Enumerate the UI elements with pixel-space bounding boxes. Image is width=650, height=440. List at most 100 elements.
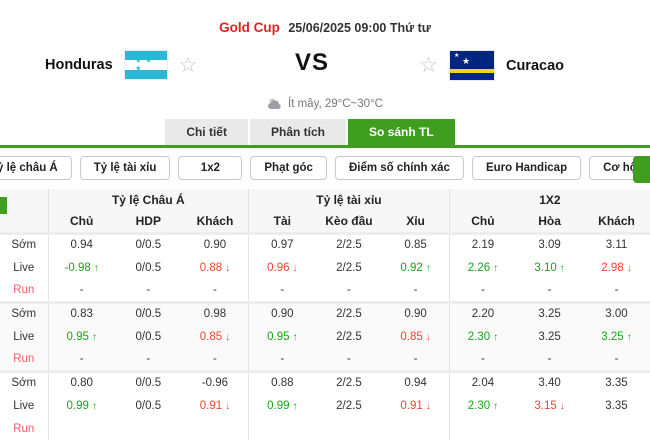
down-arrow-icon: ↓ — [225, 331, 231, 343]
corner-cell — [0, 189, 49, 210]
odds-cell: 0.99 ↑ — [248, 394, 316, 417]
odds-cell — [316, 417, 383, 440]
row-label-run: Run — [0, 348, 49, 371]
odds-cell: 0.97 — [248, 233, 316, 256]
odds-cell — [516, 417, 583, 440]
curacao-flag-icon: ★ ★ — [449, 51, 494, 80]
cutoff-green-button[interactable] — [633, 156, 650, 183]
tab-chi-tiet[interactable]: Chi tiết — [165, 119, 248, 145]
odds-cell: - — [248, 279, 316, 302]
filter-bar: Tỷ lệ châu Á Tỷ lệ tài xỉu 1x2 Phạt góc Điểm… — [0, 156, 650, 184]
filter-button-5[interactable]: Điểm số chính xác — [334, 156, 464, 180]
odds-cell: 0.83 — [47, 302, 115, 325]
odds-table: Tỷ lệ Châu Á Tỷ lệ tài xỉu 1X2 Chủ HDP K… — [0, 189, 650, 440]
odds-cell: - — [347, 283, 351, 296]
filter-button-3[interactable]: 1x2 — [178, 156, 243, 180]
odds-cell: 2/2.5 — [336, 308, 362, 321]
group-header-asian: Tỷ lệ Châu Á — [47, 189, 249, 210]
col-home: Chủ — [47, 210, 115, 233]
favorite-star-icon[interactable]: ☆ — [419, 54, 438, 77]
odds-row-live: Live 0.99 ↑ 0/0.5 0.91 ↓ 0.99 ↑ 2/2.5 0.91 ↓ 2.30 ↑ 3… — [0, 394, 650, 417]
tab-so-sanh-tl[interactable]: So sánh TL — [348, 119, 455, 145]
filter-button-2[interactable]: Tỷ lệ tài xỉu — [79, 156, 171, 180]
odds-cell: 0.91 ↓ — [199, 399, 231, 412]
row-label-early: Sớm — [0, 233, 49, 256]
favorite-star-icon[interactable]: ☆ — [178, 53, 198, 77]
odds-row-run: Run - - - - - - - - - — [0, 348, 650, 371]
odds-cell: 3.35 — [605, 399, 628, 412]
odds-group-1: Sớm 0.94 0/0.5 0.90 0.97 2/2.5 0.85 2.19 3.09 3.1… — [0, 233, 650, 302]
odds-cell: - — [413, 352, 418, 365]
curacao-flag-star-large: ★ — [461, 56, 471, 66]
odds-cell: 0.96 ↓ — [248, 256, 316, 279]
odds-cell: 0/0.5 — [135, 239, 162, 252]
col-1: Chủ — [448, 210, 517, 233]
odds-cell — [448, 417, 517, 440]
odds-cell: 0.95 ↑ — [47, 325, 115, 348]
odds-row-live: Live 0.95 ↑ 0/0.5 0.85 ↓ 0.95 ↑ 2/2.5 0.85 ↓ 2.30 ↑ 3… — [0, 325, 650, 348]
honduras-flag-icon: ★ ★ ★ — [124, 51, 167, 79]
odds-cell: 0/0.5 — [135, 377, 162, 390]
odds-cell: - — [47, 279, 115, 302]
odds-cell: 2/2.5 — [336, 399, 362, 412]
odds-cell: 3.10 ↑ — [534, 261, 565, 274]
odds-group-2: Sớm 0.83 0/0.5 0.98 0.90 2/2.5 0.90 2.20 3.25 3.0… — [0, 302, 650, 371]
up-arrow-icon: ↑ — [425, 262, 431, 274]
col-over: Tài — [248, 210, 316, 233]
col-2: Khách — [583, 210, 650, 233]
up-arrow-icon: ↑ — [91, 400, 97, 412]
corner-cell — [0, 210, 49, 233]
up-arrow-icon: ↑ — [292, 331, 298, 343]
odds-cell: 0.85 ↓ — [400, 330, 431, 343]
col-under: Xỉu — [382, 210, 450, 233]
odds-cell: 3.25 — [538, 308, 561, 321]
odds-cell: 3.25 ↑ — [601, 330, 632, 343]
odds-row-live: Live -0.98 ↑ 0/0.5 0.88 ↓ 0.96 ↓ 2/2.5 0.92 ↑ 2.26 ↑… — [0, 256, 650, 279]
row-label-live: Live — [0, 325, 49, 348]
weather-cloud-sun-icon — [268, 98, 281, 109]
up-arrow-icon: ↑ — [559, 262, 565, 274]
odds-cell: 2/2.5 — [336, 330, 362, 343]
group-header-row: Tỷ lệ Châu Á Tỷ lệ tài xỉu 1X2 — [0, 189, 650, 210]
odds-cell: 2.19 — [448, 233, 517, 256]
odds-cell: - — [248, 348, 316, 371]
odds-cell: 0.99 ↑ — [47, 394, 115, 417]
tab-phan-tich[interactable]: Phân tích — [249, 119, 346, 145]
filter-row: Tỷ lệ châu Á Tỷ lệ tài xỉu 1x2 Phạt góc Điểm… — [0, 156, 650, 180]
col-goalline: Kèo đầu — [315, 210, 383, 233]
col-hdp: HDP — [114, 210, 182, 233]
odds-row-early: Sớm 0.83 0/0.5 0.98 0.90 2/2.5 0.90 2.20 3.25 3.0… — [0, 302, 650, 325]
filter-button-6[interactable]: Euro Handicap — [471, 156, 582, 180]
odds-cell: 3.09 — [538, 239, 561, 252]
odds-cell: 2/2.5 — [336, 261, 362, 274]
column-header-row: Chủ HDP Khách Tài Kèo đầu Xỉu Chủ Hòa Kh… — [0, 210, 650, 233]
home-team: Honduras ★ ★ ★ ☆ — [45, 51, 198, 79]
down-arrow-icon: ↓ — [559, 400, 565, 412]
odds-cell: 3.35 — [605, 377, 628, 390]
odds-cell — [47, 417, 115, 440]
weather-info: Ít mây, 29°C~30°C — [0, 97, 650, 110]
odds-cell: 2.04 — [448, 371, 517, 394]
odds-cell: 2.30 ↑ — [448, 394, 517, 417]
filter-button-4[interactable]: Phạt góc — [250, 156, 327, 180]
filter-button-1[interactable]: Tỷ lệ châu Á — [0, 156, 72, 180]
odds-cell: 0.94 — [47, 233, 115, 256]
honduras-flag-stars: ★ ★ ★ — [135, 57, 153, 73]
odds-cell: 0.95 ↑ — [248, 325, 316, 348]
odds-cell: 0/0.5 — [135, 261, 162, 274]
group-header-overunder: Tỷ lệ tài xỉu — [248, 189, 450, 210]
curacao-flag-star-small: ★ — [453, 53, 460, 59]
up-arrow-icon: ↑ — [493, 331, 499, 343]
away-team-name: Curacao — [505, 57, 564, 74]
down-arrow-icon: ↓ — [626, 262, 632, 274]
odds-cell: 0.90 — [203, 239, 227, 252]
row-label-run: Run — [0, 279, 49, 302]
odds-cell: 0/0.5 — [135, 330, 162, 343]
down-arrow-icon: ↓ — [292, 262, 298, 274]
odds-cell: - — [448, 279, 517, 302]
row-label-run: Run — [0, 417, 49, 440]
odds-cell: -0.96 — [201, 377, 229, 390]
kickoff-datetime: 25/06/2025 09:00 Thứ tư — [288, 21, 431, 35]
odds-cell — [382, 417, 449, 440]
